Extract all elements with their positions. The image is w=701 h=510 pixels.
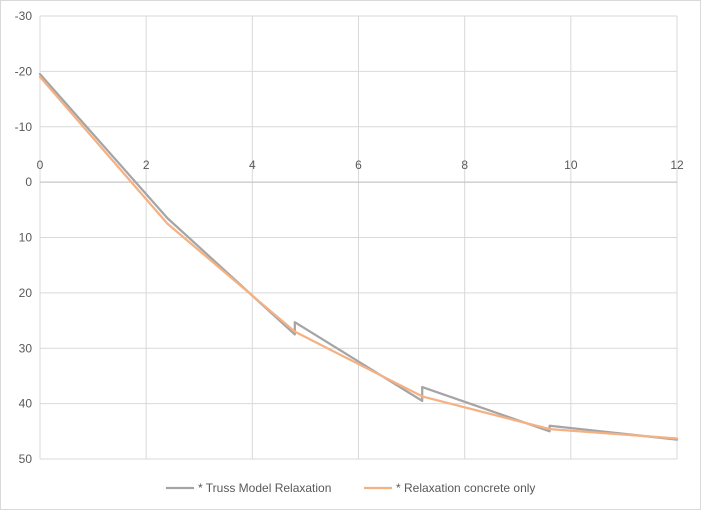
y-tick-label: -30 [15,9,33,23]
y-tick-label: -20 [15,64,33,78]
legend-item: * Relaxation concrete only [364,481,535,495]
y-tick-label: 30 [19,341,33,355]
legend-item: * Truss Model Relaxation [166,481,331,495]
gridlines [39,15,678,460]
series-line-1 [38,73,679,441]
y-axis: -30 -20 -10 0 10 20 30 40 50 [15,9,33,466]
legend-label: * Relaxation concrete only [396,481,535,495]
x-tick-label: 6 [355,158,362,172]
x-tick-label: 0 [37,158,44,172]
x-tick-label: 8 [461,158,468,172]
legend-label: * Truss Model Relaxation [198,481,331,495]
x-tick-label: 2 [143,158,150,172]
y-tick-label: 0 [25,175,32,189]
series-line-2 [38,75,679,440]
y-tick-label: 20 [19,286,33,300]
y-tick-label: 40 [19,397,33,411]
x-tick-label: 4 [249,158,256,172]
y-tick-label: 10 [19,231,33,245]
y-tick-label: 50 [19,452,33,466]
x-axis: 0 2 4 6 8 10 12 [37,158,684,183]
x-tick-label: 12 [670,158,684,172]
series-group [38,73,679,441]
y-tick-label: -10 [15,120,33,134]
legend: * Truss Model Relaxation * Relaxation con… [166,481,535,495]
x-tick-label: 10 [564,158,578,172]
